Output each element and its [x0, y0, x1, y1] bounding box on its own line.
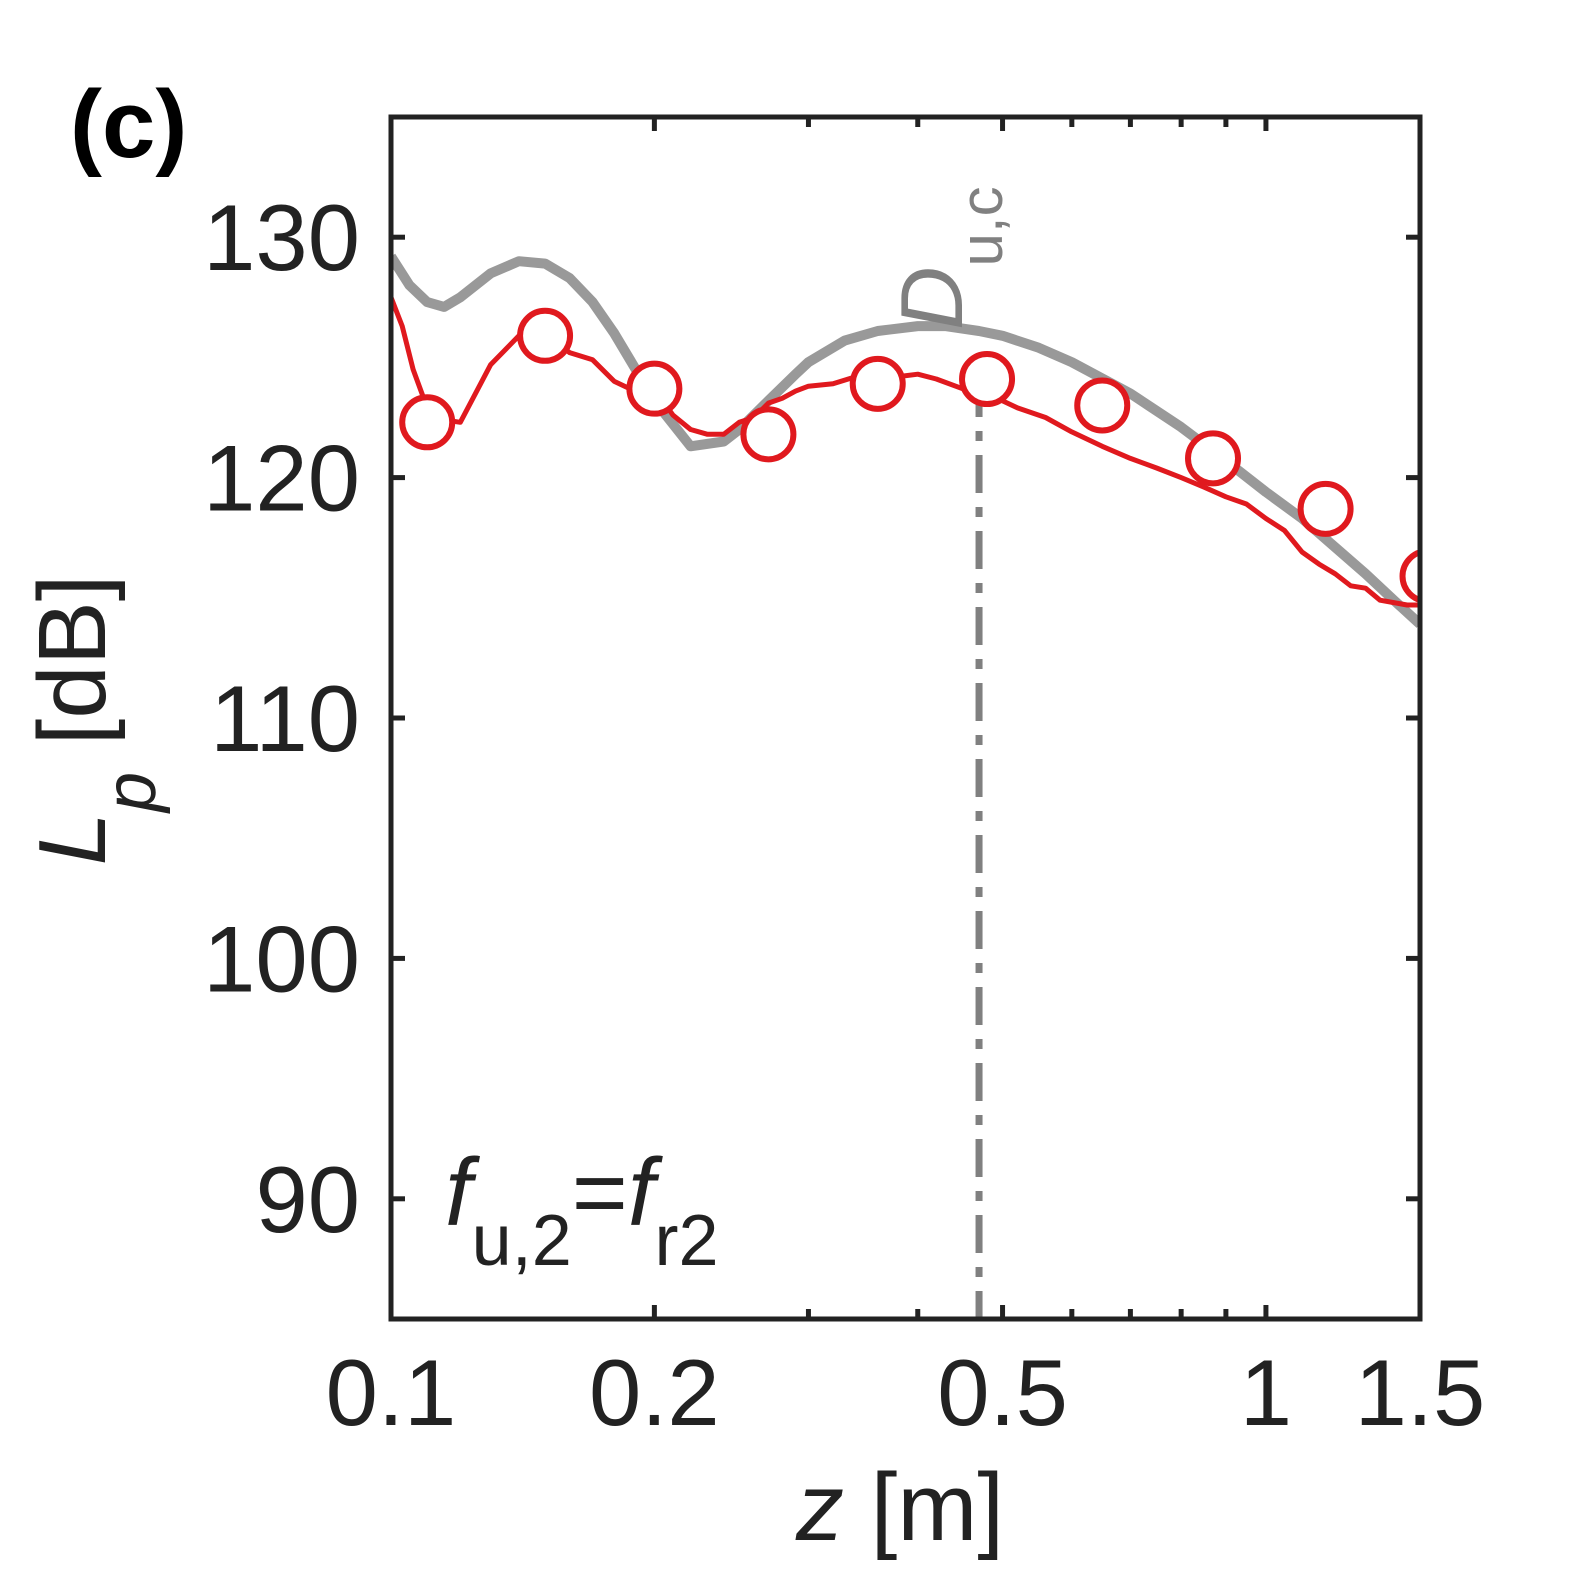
plot-area [391, 253, 1420, 1319]
y-tick-label: 120 [203, 426, 360, 531]
y-axis: 90 100 110 120 130 [203, 185, 1420, 1252]
svg-text:Du,c: Du,c [882, 186, 1015, 330]
series-measured-marker [626, 360, 683, 417]
y-tick-label: 100 [203, 906, 360, 1011]
x-axis: 0.1 0.2 0.5 1 1.5 [326, 117, 1486, 1445]
vline-label: Du,c [882, 186, 1015, 330]
x-tick-label: 1 [1240, 1340, 1292, 1445]
panel-label: (c) [70, 71, 187, 178]
series-measured-marker [399, 394, 456, 451]
y-tick-label: 90 [255, 1147, 360, 1252]
y-tick-label: 110 [210, 666, 360, 771]
x-tick-label: 0.2 [589, 1340, 720, 1445]
series-measured-marker [1399, 549, 1420, 604]
x-axis-title: z [m] [795, 1454, 1004, 1561]
series-measured-marker [959, 351, 1016, 408]
frequency-annotation: fu,2=fr2 [445, 1139, 719, 1281]
series-measured-marker [849, 355, 906, 412]
x-tick-label: 0.1 [326, 1340, 457, 1445]
series-reference-line [391, 253, 1420, 628]
series-measured-marker [1074, 377, 1131, 434]
y-tick-label: 130 [203, 185, 360, 290]
y-axis-title: Lp [dB] [19, 575, 171, 866]
x-tick-label: 1.5 [1355, 1340, 1486, 1445]
svg-text:Lp [dB]: Lp [dB] [19, 575, 171, 866]
series-measured-marker [1297, 480, 1354, 537]
series-measured-marker [517, 307, 574, 364]
series-measured-marker [1185, 430, 1242, 487]
x-tick-label: 0.5 [937, 1340, 1068, 1445]
series-measured-marker [740, 406, 797, 463]
